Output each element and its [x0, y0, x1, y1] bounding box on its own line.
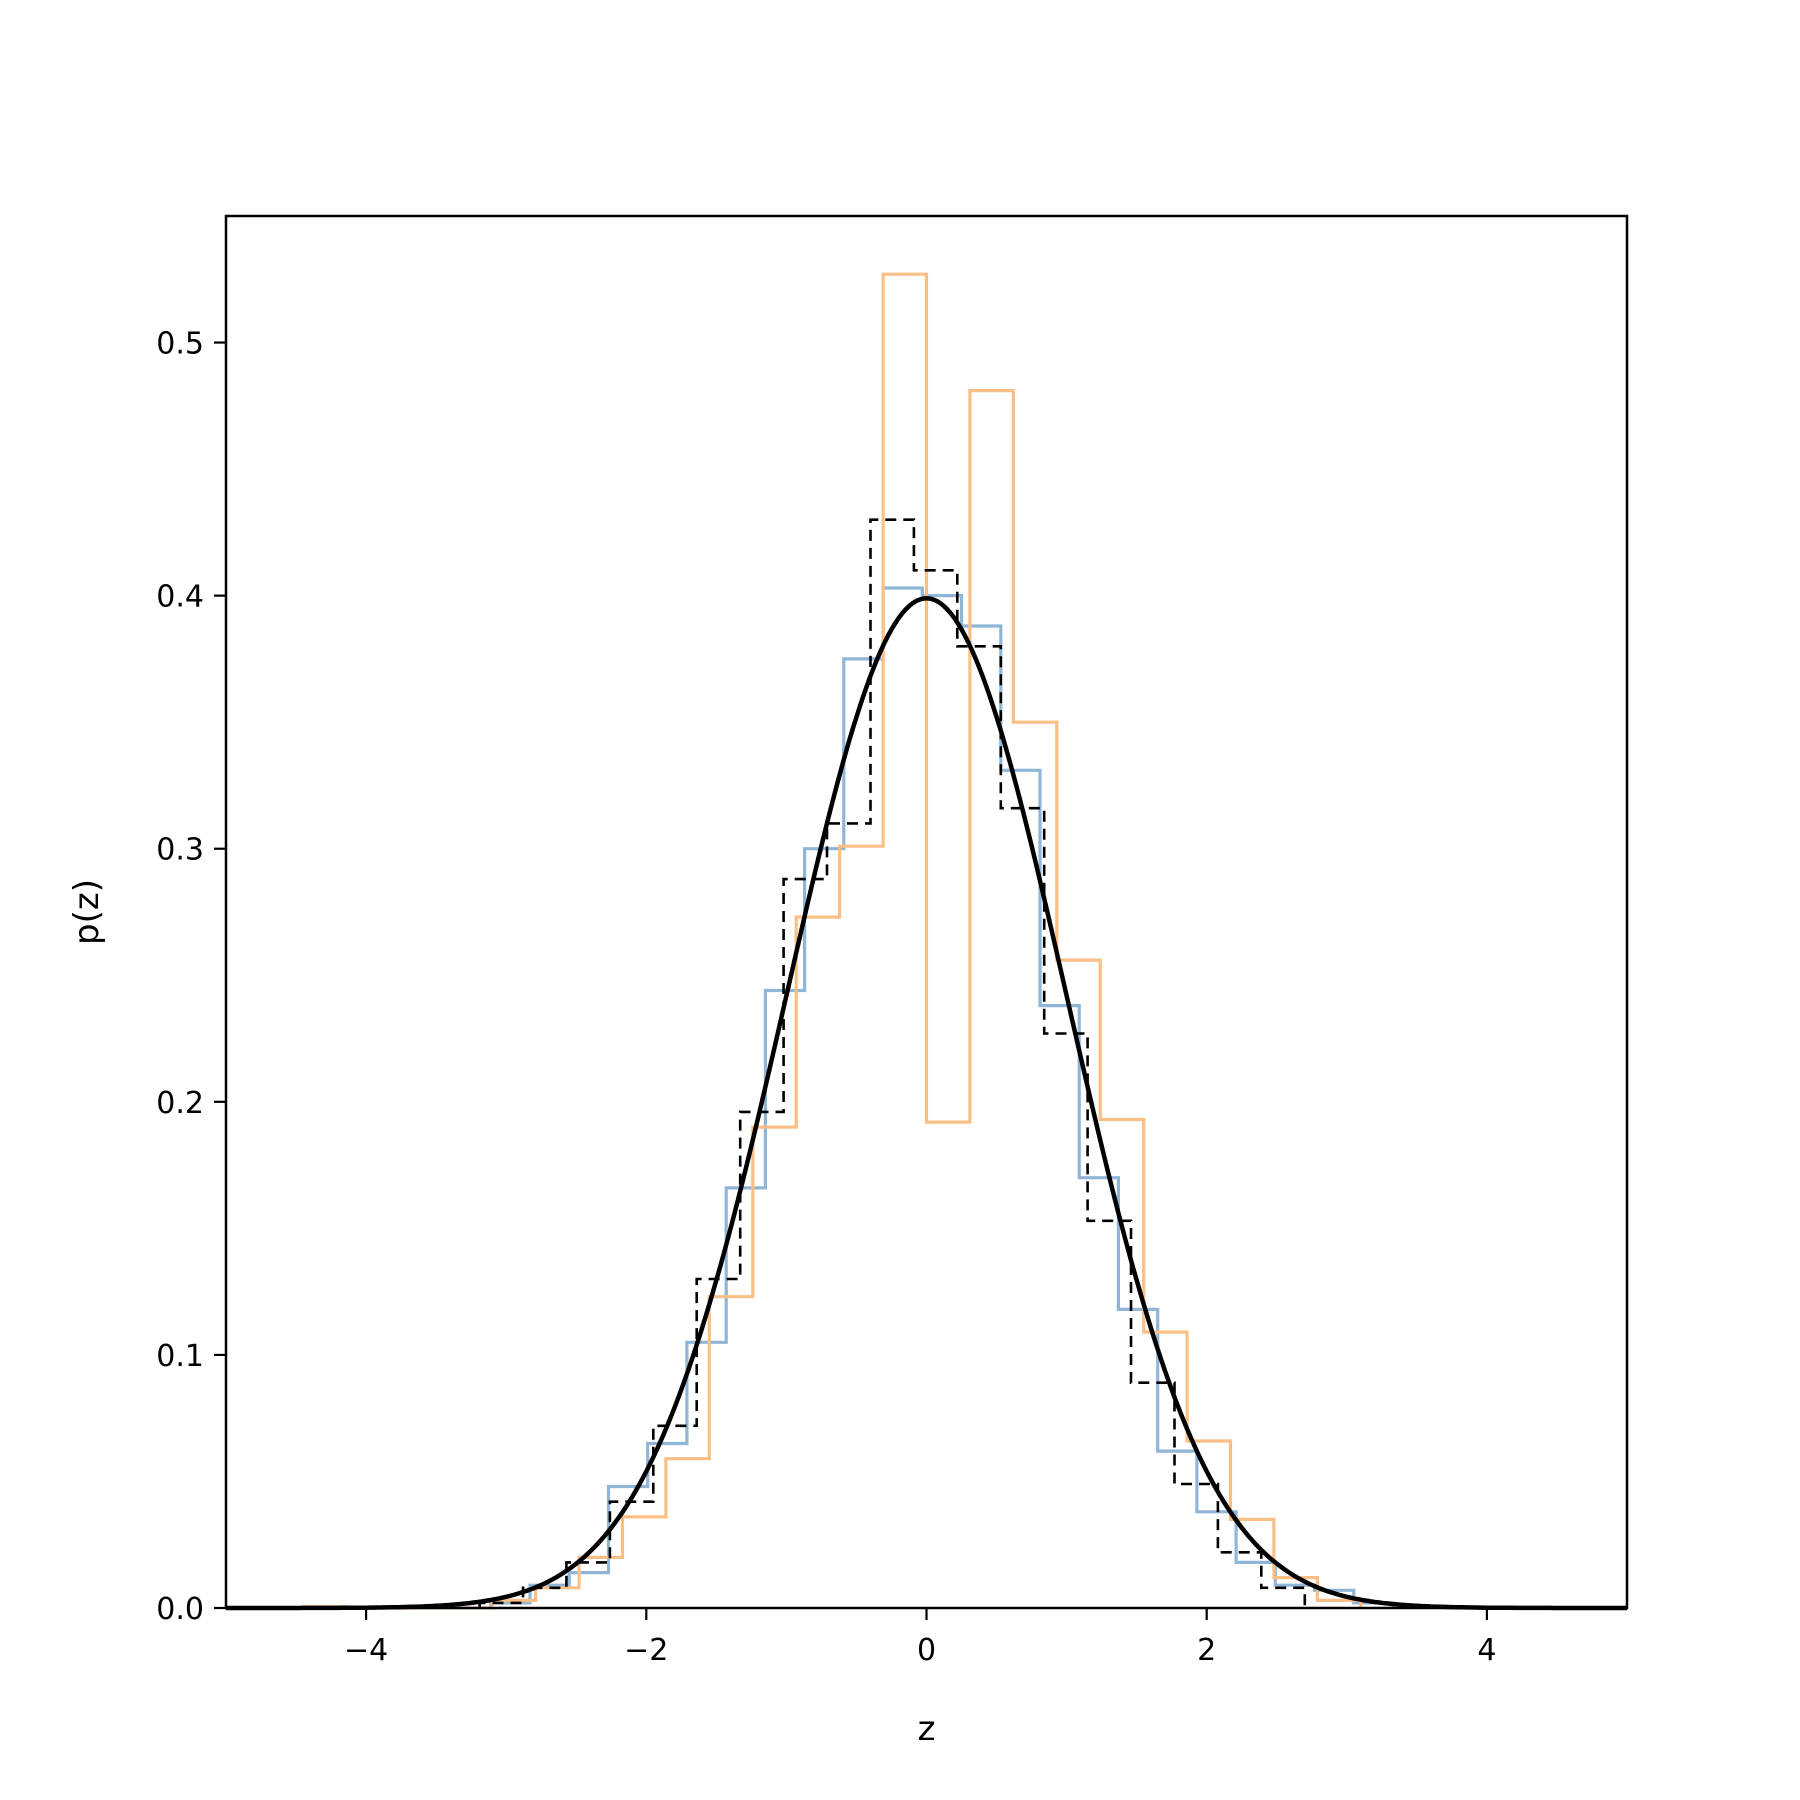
x-axis-label: z	[918, 1709, 936, 1749]
x-tick-label: −4	[344, 1633, 388, 1668]
plot-area	[226, 272, 1627, 1611]
y-axis-label: p(z)	[67, 879, 107, 945]
x-tick-label: 4	[1477, 1633, 1496, 1668]
series-step-dashed	[478, 518, 1307, 1608]
x-tick-label: −2	[624, 1633, 668, 1668]
y-axis: 0.0 0.1 0.2 0.3 0.4 0.5	[156, 327, 226, 1627]
x-tick-label: 0	[917, 1633, 936, 1668]
series-step-blue	[489, 586, 1395, 1608]
y-tick-label: 0.5	[156, 327, 204, 362]
x-tick-label: 2	[1197, 1633, 1216, 1668]
series-gaussian-pdf	[226, 596, 1627, 1611]
series-step-orange	[301, 272, 1363, 1610]
y-tick-label: 0.3	[156, 833, 204, 868]
x-axis: −4 −2 0 2 4	[344, 1608, 1496, 1668]
y-tick-label: 0.2	[156, 1086, 204, 1121]
y-tick-label: 0.1	[156, 1339, 204, 1374]
y-tick-label: 0.0	[156, 1592, 204, 1627]
y-tick-label: 0.4	[156, 580, 204, 615]
